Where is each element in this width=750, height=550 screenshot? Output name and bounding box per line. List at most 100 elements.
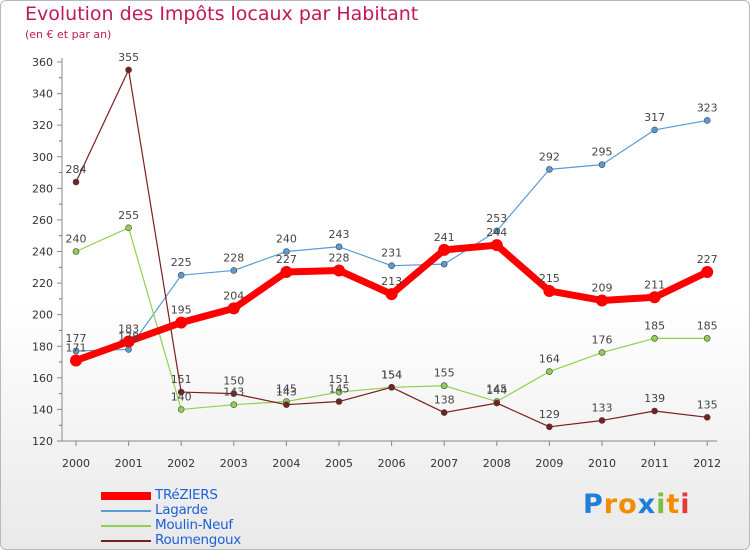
data-point xyxy=(703,117,711,124)
y-tick-label: 180 xyxy=(32,340,53,353)
data-point xyxy=(177,406,185,413)
data-point xyxy=(546,368,553,375)
data-point xyxy=(596,294,608,307)
data-label: 244 xyxy=(486,226,507,239)
data-label: 133 xyxy=(592,401,613,414)
data-point xyxy=(125,224,132,232)
logo-letter: t xyxy=(666,489,681,520)
data-label: 154 xyxy=(381,368,402,381)
data-label: 240 xyxy=(276,233,297,246)
y-tick-label: 300 xyxy=(32,151,53,164)
data-point xyxy=(385,288,398,301)
data-label: 178 xyxy=(118,330,139,343)
data-point xyxy=(490,239,503,252)
legend-swatch xyxy=(101,509,151,512)
data-point xyxy=(438,243,451,256)
y-tick-label: 280 xyxy=(32,182,53,195)
data-point xyxy=(335,243,343,251)
x-tick-label: 2004 xyxy=(272,457,300,470)
data-point xyxy=(651,335,658,342)
x-tick-label: 2002 xyxy=(167,457,195,470)
y-tick-label: 320 xyxy=(32,119,53,132)
chart-legend: TRéZIERS Lagarde Moulin-Neuf Roumengoux xyxy=(101,488,241,548)
data-point xyxy=(493,399,501,407)
chart-title: Evolution des Impôts locaux par Habitant xyxy=(25,3,419,25)
y-tick-label: 140 xyxy=(32,403,53,416)
x-tick-label: 2010 xyxy=(588,457,616,470)
data-point xyxy=(703,414,711,421)
data-label: 145 xyxy=(276,383,297,396)
data-label: 185 xyxy=(644,319,665,332)
data-label: 195 xyxy=(171,304,192,317)
data-point xyxy=(122,335,135,348)
data-label: 151 xyxy=(171,373,192,386)
data-point xyxy=(440,260,448,268)
data-point xyxy=(125,66,132,74)
data-label: 317 xyxy=(644,111,665,124)
data-label: 143 xyxy=(223,386,244,399)
data-point xyxy=(177,271,185,279)
data-point xyxy=(333,264,345,277)
data-point xyxy=(598,417,606,424)
proxiti-logo: Proxiti xyxy=(583,489,691,520)
y-tick-label: 340 xyxy=(32,88,53,101)
data-label: 151 xyxy=(329,373,350,386)
x-tick-label: 2008 xyxy=(483,457,511,470)
data-point xyxy=(175,316,188,329)
data-point xyxy=(70,354,82,367)
x-tick-label: 2006 xyxy=(378,457,406,470)
data-label: 183 xyxy=(118,323,139,336)
data-label: 176 xyxy=(592,334,613,347)
data-point xyxy=(72,178,80,186)
data-point xyxy=(230,401,238,408)
data-label: 143 xyxy=(276,386,297,399)
data-label: 213 xyxy=(381,275,402,288)
data-label: 255 xyxy=(118,209,139,222)
data-label: 139 xyxy=(644,392,665,405)
data-label: 241 xyxy=(434,231,455,244)
data-label: 215 xyxy=(539,272,560,285)
y-tick-label: 260 xyxy=(32,214,53,227)
data-point xyxy=(283,248,290,255)
data-label: 164 xyxy=(539,353,560,366)
legend-swatch xyxy=(101,491,151,500)
y-tick-label: 360 xyxy=(32,56,53,69)
data-point xyxy=(230,267,238,274)
logo-letter: o xyxy=(618,489,638,520)
data-point xyxy=(230,390,238,397)
data-point xyxy=(546,166,553,173)
data-label: 225 xyxy=(171,256,192,269)
data-label: 138 xyxy=(434,394,455,407)
data-label: 177 xyxy=(66,332,87,345)
legend-item: Lagarde xyxy=(101,503,241,518)
data-label: 150 xyxy=(223,375,244,388)
data-label: 243 xyxy=(329,228,350,241)
data-point xyxy=(388,262,395,270)
data-point xyxy=(598,349,606,356)
legend-label: Lagarde xyxy=(155,502,208,518)
data-label: 154 xyxy=(381,368,402,381)
data-point xyxy=(72,248,80,255)
data-point xyxy=(598,161,606,168)
data-label: 140 xyxy=(171,390,192,403)
x-tick-label: 2005 xyxy=(325,457,353,470)
data-label: 228 xyxy=(223,251,244,264)
data-label: 295 xyxy=(592,146,613,159)
x-tick-label: 2012 xyxy=(693,457,721,470)
data-label: 185 xyxy=(697,319,718,332)
data-point xyxy=(543,284,556,297)
data-point xyxy=(651,126,658,134)
data-label: 228 xyxy=(329,251,350,264)
data-label: 211 xyxy=(644,278,665,291)
data-label: 144 xyxy=(486,384,507,397)
data-label: 209 xyxy=(592,281,613,294)
legend-swatch xyxy=(101,524,151,527)
data-point xyxy=(493,227,501,235)
x-tick-label: 2011 xyxy=(641,457,669,470)
data-point xyxy=(440,382,448,390)
chart-subtitle: (en € et par an) xyxy=(25,28,112,41)
logo-letter: r xyxy=(603,489,619,520)
data-label: 292 xyxy=(539,150,560,163)
